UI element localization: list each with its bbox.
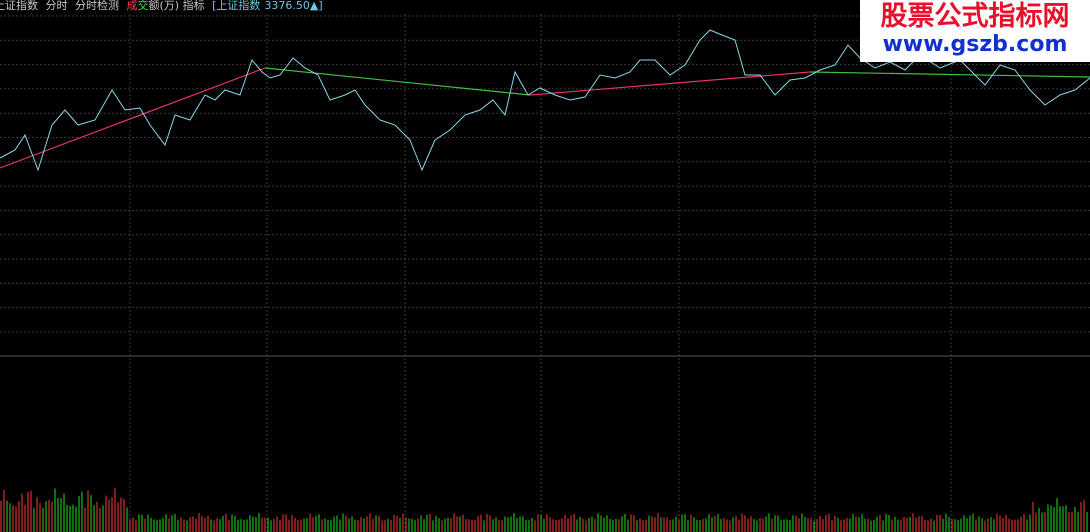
trend-up: [529, 71, 811, 96]
index-name[interactable]: 上证指数: [0, 0, 38, 12]
quote-arrow: ▲: [309, 0, 319, 12]
volume-part: 成: [126, 0, 138, 12]
volume-bars: [0, 488, 1088, 532]
price-line: [0, 29, 1090, 172]
menu-item[interactable]: 分时检测: [75, 0, 119, 12]
watermark-title: 股票公式指标网: [880, 1, 1070, 32]
bracket: [: [212, 0, 217, 12]
quote-value: 3376.50: [264, 0, 310, 12]
watermark-url: www.gszb.com: [882, 32, 1068, 57]
trend-up: [0, 67, 266, 169]
indicator[interactable]: 指标: [182, 0, 205, 12]
quote-name: 上证指数: [216, 0, 261, 12]
trend-down: [264, 67, 531, 96]
trend-flat: [809, 71, 1090, 78]
volume-label[interactable]: 成交额(万): [127, 0, 180, 12]
volume-part: 交: [137, 0, 149, 12]
bracket: ]: [318, 0, 323, 12]
watermark: 股票公式指标网 www.gszb.com: [860, 0, 1090, 62]
menu-item[interactable]: 分时: [45, 0, 68, 12]
grid: [0, 14, 1090, 532]
quote: [上证指数 3376.50▲]: [212, 0, 323, 12]
volume-part: 额(万): [148, 0, 180, 12]
